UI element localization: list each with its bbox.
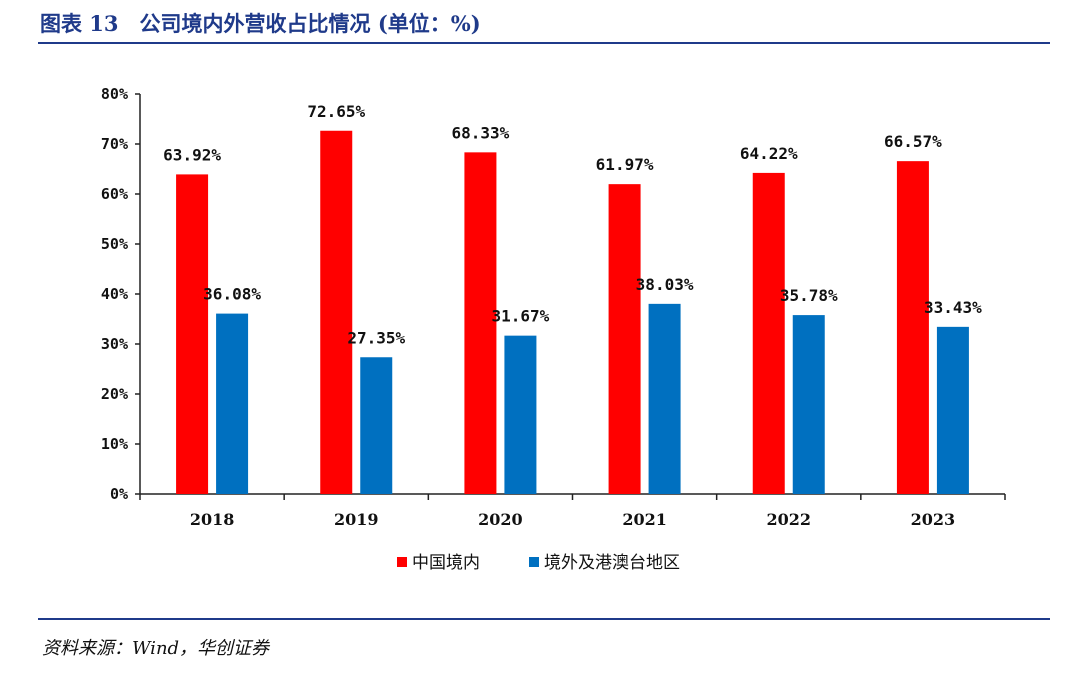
x-tick-label: 2021 [622,510,667,529]
legend-label: 境外及港澳台地区 [544,553,680,573]
y-tick-label: 70% [101,135,128,153]
chart-bars [176,130,969,494]
y-tick-label: 10% [101,435,128,453]
y-tick-label: 40% [101,285,128,303]
data-label: 31.67% [492,307,550,326]
bar-overseas [216,313,249,494]
x-tick-label: 2020 [478,510,523,529]
chart-legend: 中国境内 境外及港澳台地区 [397,553,680,573]
x-tick-label: 2019 [334,510,379,529]
bar-overseas [936,326,969,494]
y-tick-label: 60% [101,185,128,203]
bar-chart: 0% 10% 20% 30% 40% 50% 60% 70% 80% 2018 2019 2020 20… [101,85,1006,573]
legend-label: 中国境内 [412,553,480,573]
legend-swatch [397,557,407,567]
data-label: 66.57% [884,132,942,151]
bar-overseas [648,303,681,494]
bar-overseas [504,335,537,494]
y-tick-label: 80% [101,85,128,103]
bar-overseas [792,315,825,494]
bar-domestic [464,152,497,494]
data-label: 61.97% [596,155,654,174]
data-label: 64.22% [740,144,798,163]
x-tick-label: 2023 [911,510,956,529]
legend-swatch [529,557,539,567]
footer-rule [38,618,1050,620]
bar-domestic [608,184,641,494]
x-tick-label: 2018 [190,510,235,529]
y-tick-label: 50% [101,235,128,253]
chart-data-labels: 63.92% 36.08% 72.65% 27.35% 68.33% 31.67% 61.9… [163,102,982,348]
y-tick-label: 0% [110,485,128,503]
data-label: 68.33% [452,123,510,142]
bar-domestic [752,172,785,494]
data-label: 33.43% [924,298,982,317]
chart-title: 图表 13 公司境内外营收占比情况 (单位：%) [40,11,481,36]
header-rule [38,42,1050,44]
data-label: 72.65% [307,102,365,121]
x-tick-label: 2022 [766,510,811,529]
data-label: 38.03% [636,275,694,294]
data-label: 63.92% [163,145,221,164]
bar-domestic [176,174,209,494]
y-tick-label: 30% [101,335,128,353]
source-note: 资料来源：Wind，华创证券 [42,638,270,659]
bar-domestic [320,130,353,494]
data-label: 27.35% [347,328,405,347]
bar-domestic [896,161,929,494]
chart-axes: 0% 10% 20% 30% 40% 50% 60% 70% 80% 2018 2019 2020 20… [101,85,1006,529]
bar-overseas [360,357,393,494]
y-tick-label: 20% [101,385,128,403]
data-label: 35.78% [780,286,838,305]
data-label: 36.08% [203,285,261,304]
